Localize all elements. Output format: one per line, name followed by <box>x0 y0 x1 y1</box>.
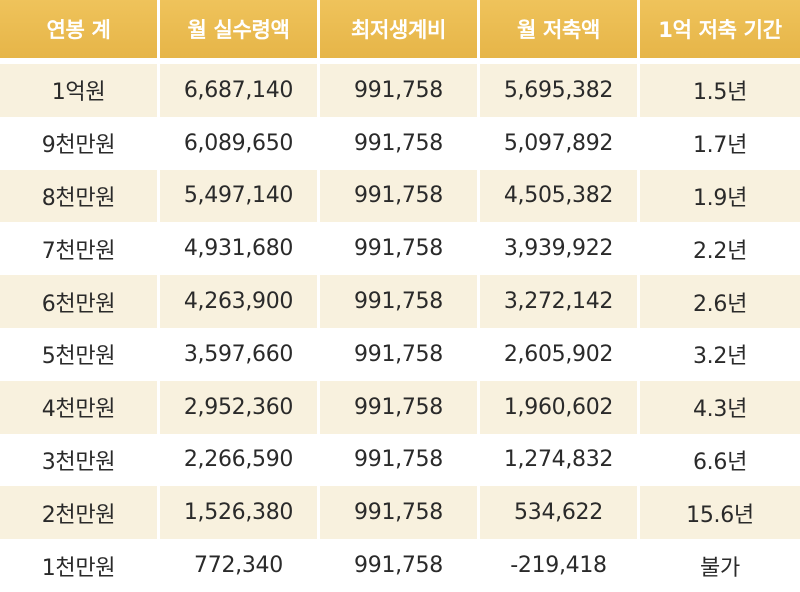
cell-monthly-savings: 3,939,922 <box>480 222 640 276</box>
cell-time-to-save: 3.2년 <box>640 327 800 381</box>
cell-annual-salary: 7천만원 <box>0 222 160 276</box>
cell-minimum-living-cost: 991,758 <box>320 222 480 276</box>
cell-minimum-living-cost: 991,758 <box>320 433 480 487</box>
cell-annual-salary: 3천만원 <box>0 433 160 487</box>
cell-monthly-net-pay: 6,089,650 <box>160 116 320 170</box>
cell-monthly-net-pay: 2,952,360 <box>160 380 320 434</box>
cell-monthly-net-pay: 2,266,590 <box>160 433 320 487</box>
header-monthly-savings: 월 저축액 <box>480 0 640 64</box>
cell-minimum-living-cost: 991,758 <box>320 539 480 592</box>
cell-annual-salary: 1천만원 <box>0 539 160 592</box>
cell-annual-salary: 5천만원 <box>0 327 160 381</box>
cell-annual-salary: 6천만원 <box>0 275 160 328</box>
cell-annual-salary: 2천만원 <box>0 486 160 540</box>
cell-monthly-net-pay: 3,597,660 <box>160 327 320 381</box>
cell-annual-salary: 1억원 <box>0 64 160 117</box>
cell-minimum-living-cost: 991,758 <box>320 275 480 328</box>
cell-monthly-net-pay: 1,526,380 <box>160 486 320 540</box>
cell-minimum-living-cost: 991,758 <box>320 169 480 223</box>
cell-minimum-living-cost: 991,758 <box>320 116 480 170</box>
cell-minimum-living-cost: 991,758 <box>320 64 480 117</box>
cell-time-to-save: 4.3년 <box>640 380 800 434</box>
cell-time-to-save: 1.5년 <box>640 64 800 117</box>
cell-minimum-living-cost: 991,758 <box>320 327 480 381</box>
cell-monthly-net-pay: 5,497,140 <box>160 169 320 223</box>
cell-monthly-net-pay: 4,931,680 <box>160 222 320 276</box>
header-minimum-living-cost: 최저생계비 <box>320 0 480 64</box>
cell-minimum-living-cost: 991,758 <box>320 486 480 540</box>
cell-time-to-save: 15.6년 <box>640 486 800 540</box>
cell-monthly-savings: 4,505,382 <box>480 169 640 223</box>
cell-monthly-savings: 2,605,902 <box>480 327 640 381</box>
cell-monthly-net-pay: 4,263,900 <box>160 275 320 328</box>
cell-minimum-living-cost: 991,758 <box>320 380 480 434</box>
cell-monthly-net-pay: 772,340 <box>160 539 320 592</box>
header-annual-salary: 연봉 계 <box>0 0 160 64</box>
cell-monthly-savings: -219,418 <box>480 539 640 592</box>
cell-monthly-savings: 1,274,832 <box>480 433 640 487</box>
cell-monthly-savings: 5,097,892 <box>480 116 640 170</box>
cell-monthly-savings: 3,272,142 <box>480 275 640 328</box>
cell-time-to-save: 2.6년 <box>640 275 800 328</box>
cell-monthly-net-pay: 6,687,140 <box>160 64 320 117</box>
cell-time-to-save: 1.7년 <box>640 116 800 170</box>
cell-time-to-save: 6.6년 <box>640 433 800 487</box>
cell-annual-salary: 8천만원 <box>0 169 160 223</box>
header-time-to-save-100m: 1억 저축 기간 <box>640 0 800 64</box>
cell-annual-salary: 9천만원 <box>0 116 160 170</box>
header-monthly-net-pay: 월 실수령액 <box>160 0 320 64</box>
cell-annual-salary: 4천만원 <box>0 380 160 434</box>
cell-time-to-save: 불가 <box>640 539 800 592</box>
cell-time-to-save: 1.9년 <box>640 169 800 223</box>
cell-monthly-savings: 534,622 <box>480 486 640 540</box>
cell-monthly-savings: 1,960,602 <box>480 380 640 434</box>
cell-monthly-savings: 5,695,382 <box>480 64 640 117</box>
cell-time-to-save: 2.2년 <box>640 222 800 276</box>
